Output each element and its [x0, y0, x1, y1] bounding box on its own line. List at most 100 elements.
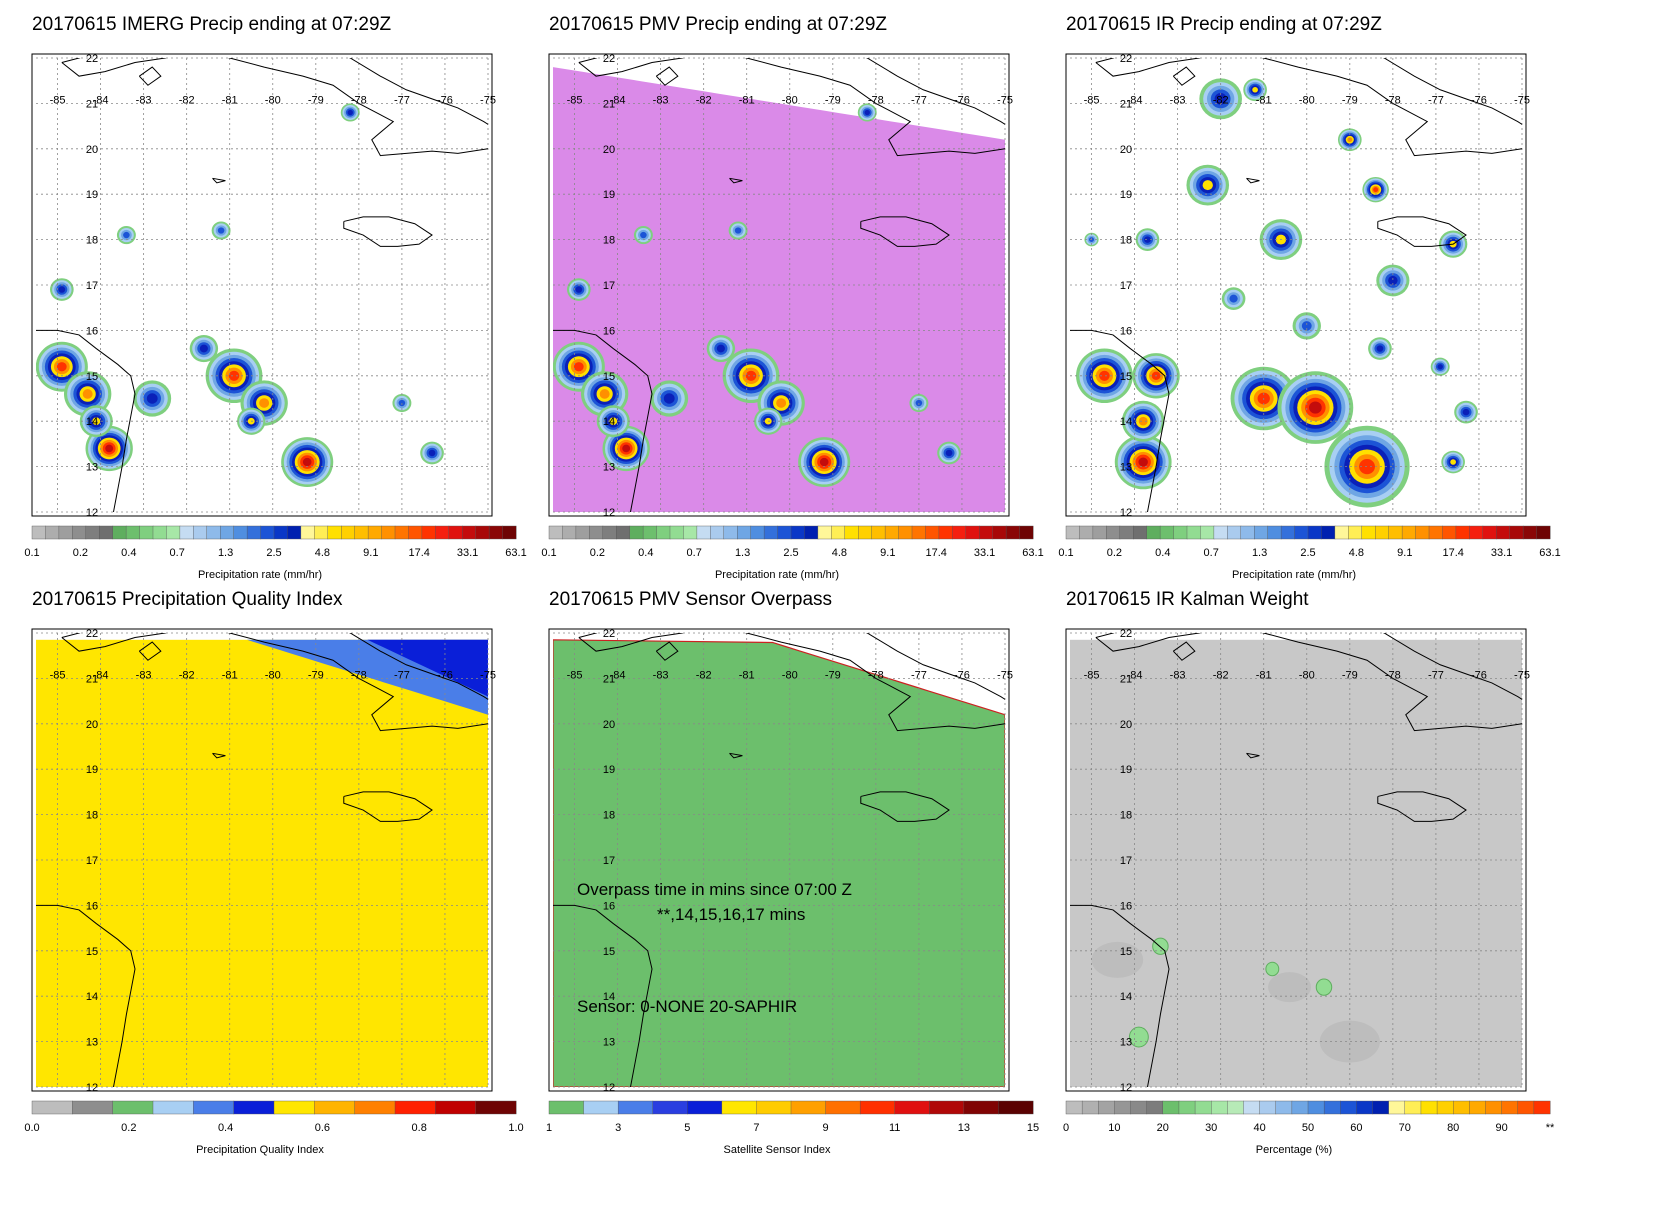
colorbar-swatch — [602, 525, 617, 540]
lon-tick-label: -79 — [825, 669, 841, 681]
colorbar-tick-label: 1.3 — [1252, 547, 1267, 559]
colorbar-swatch — [1133, 525, 1148, 540]
precip-contour — [82, 389, 93, 399]
lon-tick-label: -76 — [1471, 669, 1487, 681]
colorbar-swatch — [790, 1100, 827, 1115]
lon-tick-label: -82 — [696, 669, 712, 681]
lon-tick-label: -81 — [739, 94, 755, 106]
colorbar-tick-label: 0.4 — [218, 1122, 233, 1134]
colorbar-swatch — [777, 525, 792, 540]
colorbar-swatch — [1065, 1100, 1083, 1115]
precip-contour — [640, 231, 647, 239]
lon-tick-label: -75 — [1514, 669, 1530, 681]
lat-tick-label: 17 — [1120, 855, 1132, 867]
colorbar-swatch — [952, 525, 967, 540]
colorbar-swatch — [683, 525, 698, 540]
colorbar-swatch — [737, 525, 752, 540]
colorbar-title: Satellite Sensor Index — [723, 1144, 831, 1156]
precip-contour — [347, 109, 353, 116]
precip-contour — [228, 370, 240, 381]
precip-contour — [1301, 321, 1312, 331]
map-plot: -85 -84 -83 -82 -81 -80 -79 -78 -77 -76 -75 22 21 20 1… — [1058, 53, 1560, 581]
colorbar-swatch — [1428, 525, 1443, 540]
lon-tick-label: -83 — [1170, 94, 1186, 106]
colorbar-swatch — [1388, 525, 1403, 540]
colorbar-swatch — [408, 525, 423, 540]
colorbar-swatch — [1146, 1100, 1164, 1115]
colorbar-swatch — [1200, 525, 1215, 540]
colorbar-tick-label: 0.0 — [24, 1122, 39, 1134]
colorbar-swatch — [616, 525, 631, 540]
colorbar-swatch — [31, 1100, 73, 1115]
graticule — [1070, 632, 1523, 1088]
colorbar-swatch — [1130, 1100, 1148, 1115]
colorbar-swatch — [911, 525, 926, 540]
colorbar-swatch — [314, 1100, 356, 1115]
panel-title: 20170615 PMV Precip ending at 07:29Z — [549, 14, 888, 35]
quality-field — [36, 639, 488, 1087]
colorbar-swatch — [1186, 525, 1201, 540]
colorbar-swatch — [394, 1100, 436, 1115]
lat-tick-label: 14 — [603, 991, 615, 1003]
lat-tick-label: 12 — [1120, 1082, 1132, 1094]
colorbar-swatch — [1227, 1100, 1244, 1115]
lat-tick-label: 14 — [86, 991, 98, 1003]
colorbar-tick-label: 63.1 — [505, 547, 526, 559]
map-plot: -85 -84 -83 -82 -81 -80 -79 -78 -77 -76 -75 22 21 20 1… — [1063, 628, 1555, 1156]
colorbar-tick-label: 2.5 — [1300, 547, 1315, 559]
colorbar-swatch — [45, 525, 60, 540]
colorbar-swatch — [1401, 525, 1417, 540]
colorbar-swatch — [1119, 525, 1134, 540]
map-panel-pmv: 20170615 PMV Precip ending at 07:29Z -85 -… — [517, 0, 1068, 606]
precip-contour — [1202, 180, 1213, 191]
colorbar-swatch — [1227, 525, 1242, 540]
colorbar-swatch — [825, 1100, 861, 1115]
colorbar-swatch — [652, 1100, 688, 1115]
lon-tick-label: -78 — [351, 669, 367, 681]
lon-tick-label: -85 — [567, 94, 583, 106]
colorbar-swatch — [1194, 1100, 1212, 1115]
colorbar-tick-label: 0.2 — [73, 547, 88, 559]
colorbar-swatch — [1442, 525, 1457, 540]
colorbar-swatch — [1213, 525, 1228, 540]
lat-tick-label: 19 — [86, 189, 98, 201]
precip-contour — [1309, 401, 1322, 414]
lon-tick-label: -76 — [437, 94, 453, 106]
lat-tick-label: 14 — [1120, 991, 1132, 1003]
lat-tick-label: 20 — [1120, 719, 1132, 731]
colorbar-tick-label: 1.3 — [218, 547, 233, 559]
colorbar-swatch — [1106, 525, 1121, 540]
lat-tick-label: 17 — [603, 855, 615, 867]
coastline — [138, 641, 162, 661]
map-frame — [548, 628, 1010, 1092]
lat-tick-label: 22 — [1120, 53, 1132, 65]
lat-tick-label: 16 — [1120, 325, 1132, 337]
colorbar-tick-label: 50 — [1302, 1122, 1314, 1134]
colorbar-swatch — [1114, 1100, 1132, 1115]
overpass-annotation: **,14,15,16,17 mins — [657, 905, 805, 924]
colorbar-tick-label: 0.7 — [170, 547, 185, 559]
field-layer — [553, 67, 1005, 512]
lon-tick-label: -84 — [93, 669, 109, 681]
colorbar-swatch — [898, 525, 913, 540]
colorbar-title: Precipitation rate (mm/hr) — [198, 569, 322, 581]
colorbar-swatch — [629, 525, 644, 540]
lat-tick-label: 18 — [1120, 235, 1132, 247]
lon-tick-label: -75 — [480, 669, 496, 681]
lon-tick-label: -85 — [1084, 669, 1100, 681]
precip-contour — [819, 457, 829, 467]
field-layer — [553, 639, 1005, 1087]
colorbar-swatch — [817, 525, 832, 540]
colorbar-swatch — [750, 525, 765, 540]
kalman-patch — [1128, 1026, 1149, 1048]
precip-contour — [1462, 408, 1470, 416]
coastlines — [1070, 58, 1522, 512]
lon-tick-label: -75 — [1514, 94, 1530, 106]
colorbar-swatch — [1291, 1100, 1309, 1115]
precip-contour — [58, 286, 66, 293]
colorbar-swatch — [617, 1100, 654, 1115]
precip-contour — [864, 109, 870, 116]
precip-contour — [56, 362, 67, 372]
colorbar-swatch — [844, 525, 859, 540]
colorbar-swatch — [548, 1100, 585, 1115]
